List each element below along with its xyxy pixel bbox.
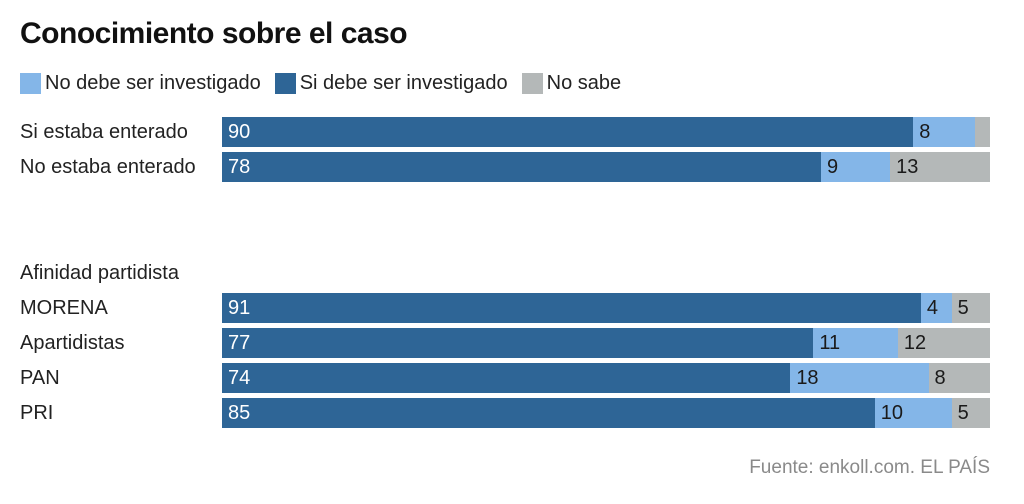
- bar-segment-no-debe-ser-investigado: 11: [813, 328, 898, 358]
- section-label-afinidad: Afinidad partidista: [20, 262, 179, 284]
- bar-row-pri: 85 10 5: [222, 398, 990, 428]
- bar-segment-no-sabe: [974, 117, 990, 147]
- bar-row-si-estaba-enterado: 90 8: [222, 117, 990, 147]
- row-label-no-estaba-enterado: No estaba enterado: [20, 156, 196, 178]
- data-label: 13: [896, 156, 919, 178]
- bar-segment-si-debe-ser-investigado: 85: [222, 398, 875, 428]
- bar-segment-no-sabe: 5: [951, 398, 990, 428]
- bar-segment-no-sabe: 5: [951, 293, 990, 323]
- data-label: 5: [957, 297, 969, 319]
- bar-segment-no-debe-ser-investigado: 8: [913, 117, 975, 147]
- bar-segment-no-sabe: 12: [897, 328, 990, 358]
- bar-row-morena: 91 4 5: [222, 293, 990, 323]
- legend-swatch-no-sabe: [521, 73, 543, 94]
- data-label: 10: [880, 402, 904, 424]
- data-label: 8: [934, 367, 946, 389]
- bar-segment-no-debe-ser-investigado: 4: [920, 293, 952, 323]
- data-label: 90: [228, 121, 251, 143]
- data-label: 91: [228, 297, 251, 319]
- bar-segment-no-sabe: 13: [890, 152, 990, 182]
- row-label-apartidistas: Apartidistas: [20, 332, 125, 354]
- legend-item-si-debe: Si debe ser investigado: [274, 72, 508, 95]
- legend-swatch-no-debe: [20, 73, 41, 94]
- bar-segment-no-sabe: 8: [928, 363, 990, 393]
- bar-row-apartidistas: 77 11 12: [222, 328, 990, 358]
- legend: No debe ser investigado Si debe ser inve…: [20, 72, 635, 95]
- data-label: 85: [228, 402, 251, 424]
- bar-segment-no-debe-ser-investigado: 10: [874, 398, 952, 428]
- chart-title: Conocimiento sobre el caso: [20, 17, 408, 50]
- bar-row-no-estaba-enterado: 78 9 13: [222, 152, 990, 182]
- source-note: Fuente: enkoll.com. EL PAÍS: [749, 457, 990, 478]
- bar-segment-si-debe-ser-investigado: 90: [222, 117, 914, 147]
- legend-label-no-sabe: No sabe: [546, 72, 622, 94]
- data-label: 18: [796, 367, 819, 389]
- row-label-pan: PAN: [20, 367, 60, 389]
- data-label: 5: [957, 402, 969, 424]
- legend-item-no-debe: No debe ser investigado: [20, 72, 261, 95]
- bar-segment-si-debe-ser-investigado: 78: [222, 152, 822, 182]
- data-label: 78: [228, 156, 251, 178]
- bar-segment-si-debe-ser-investigado: 74: [222, 363, 791, 393]
- bar-segment-si-debe-ser-investigado: 77: [222, 328, 814, 358]
- data-label: 11: [819, 332, 841, 354]
- legend-label-si-debe: Si debe ser investigado: [299, 72, 508, 94]
- row-label-pri: PRI: [20, 402, 54, 424]
- bar-segment-si-debe-ser-investigado: 91: [222, 293, 921, 323]
- data-label: 12: [903, 332, 927, 354]
- data-label: 9: [827, 156, 839, 178]
- data-label: 77: [228, 332, 251, 354]
- legend-item-no-sabe: No sabe: [521, 72, 622, 95]
- row-label-morena: MORENA: [20, 297, 108, 319]
- legend-swatch-si-debe: [274, 73, 296, 94]
- data-label: 8: [919, 121, 931, 143]
- bar-segment-no-debe-ser-investigado: 9: [821, 152, 891, 182]
- legend-label-no-debe: No debe ser investigado: [45, 72, 261, 94]
- row-label-si-estaba-enterado: Si estaba enterado: [20, 121, 188, 143]
- bar-segment-no-debe-ser-investigado: 18: [790, 363, 929, 393]
- data-label: 74: [228, 367, 251, 389]
- bar-row-pan: 74 18 8: [222, 363, 990, 393]
- data-label: 4: [926, 297, 938, 319]
